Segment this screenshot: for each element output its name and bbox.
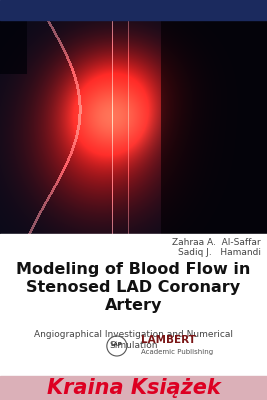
Text: LAP: LAP [111,342,123,348]
Text: LAMBERT: LAMBERT [141,335,196,345]
Text: Academic Publishing: Academic Publishing [141,349,213,355]
Text: Modeling of Blood Flow in
Stenosed LAD Coronary
Artery: Modeling of Blood Flow in Stenosed LAD C… [16,262,251,313]
Text: Kraina Książek: Kraina Książek [47,378,220,398]
Bar [0,0,267,20]
Text: Sadiq J.   Hamandi: Sadiq J. Hamandi [178,248,261,257]
Text: Zahraa A.  Al-Saffar: Zahraa A. Al-Saffar [172,238,261,247]
Bar [0,376,267,400]
Bar [0,234,267,376]
Text: Angiographical Investigation and Numerical
Simulation: Angiographical Investigation and Numeric… [34,330,233,350]
